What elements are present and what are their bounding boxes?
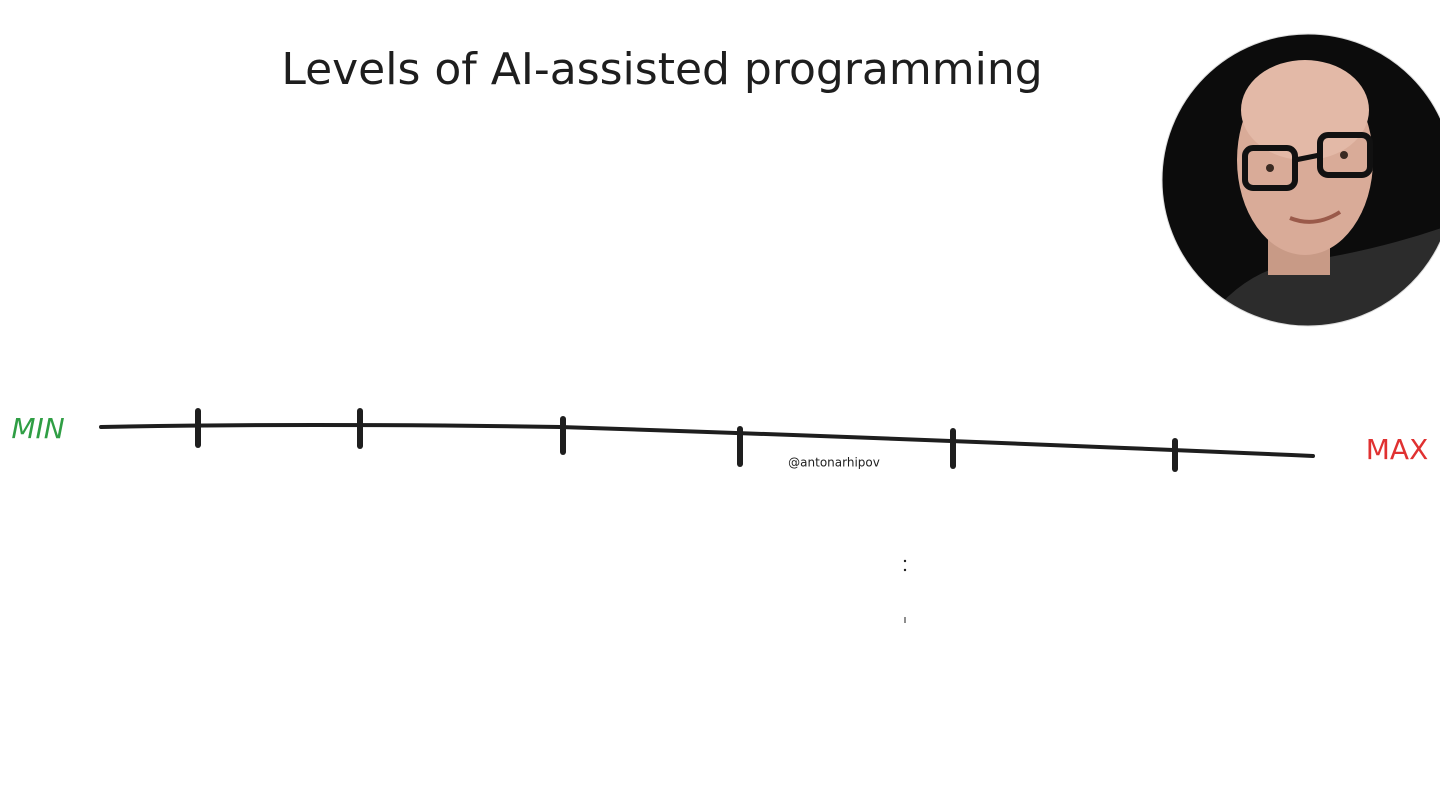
title: Levels of AI-assisted programming — [281, 44, 1042, 95]
stray-marks — [903, 559, 907, 623]
avatar-photo — [1162, 34, 1440, 326]
max-label: MAX — [1366, 433, 1429, 466]
scale-line — [99, 423, 1315, 458]
handle: @antonarhipov — [788, 456, 880, 470]
min-label: MIN — [11, 412, 64, 445]
scale-ticks — [195, 408, 1178, 472]
avatar-border — [1161, 33, 1440, 327]
